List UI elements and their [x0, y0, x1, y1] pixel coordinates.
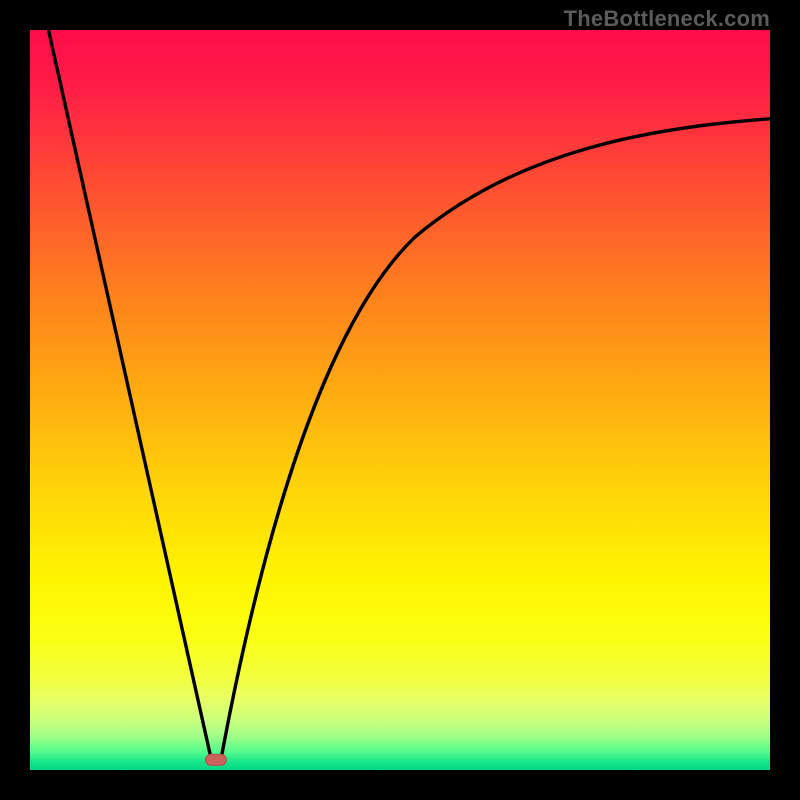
curve-layer: [30, 30, 770, 770]
minimum-marker: [205, 754, 227, 766]
watermark-text: TheBottleneck.com: [564, 6, 770, 32]
chart-frame: TheBottleneck.com: [0, 0, 800, 800]
plot-area: [30, 30, 770, 770]
bottleneck-curve: [49, 30, 771, 760]
